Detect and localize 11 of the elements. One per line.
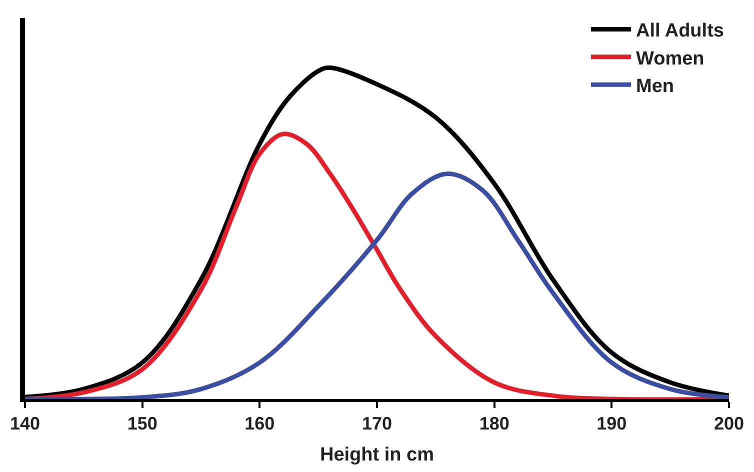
legend-label: Women [636, 48, 704, 70]
x-tick-label: 140 [10, 414, 40, 434]
x-tick-label: 150 [127, 414, 158, 434]
x-tick-label: 190 [596, 414, 627, 434]
legend-label: Men [636, 76, 674, 98]
x-tick-label: 160 [244, 414, 275, 434]
legend-label: All Adults [636, 20, 724, 42]
x-tick-label: 180 [479, 414, 510, 434]
x-axis-title: Height in cm [320, 444, 434, 466]
x-tick-label: 170 [362, 414, 392, 434]
x-tick-label: 200 [714, 414, 744, 434]
